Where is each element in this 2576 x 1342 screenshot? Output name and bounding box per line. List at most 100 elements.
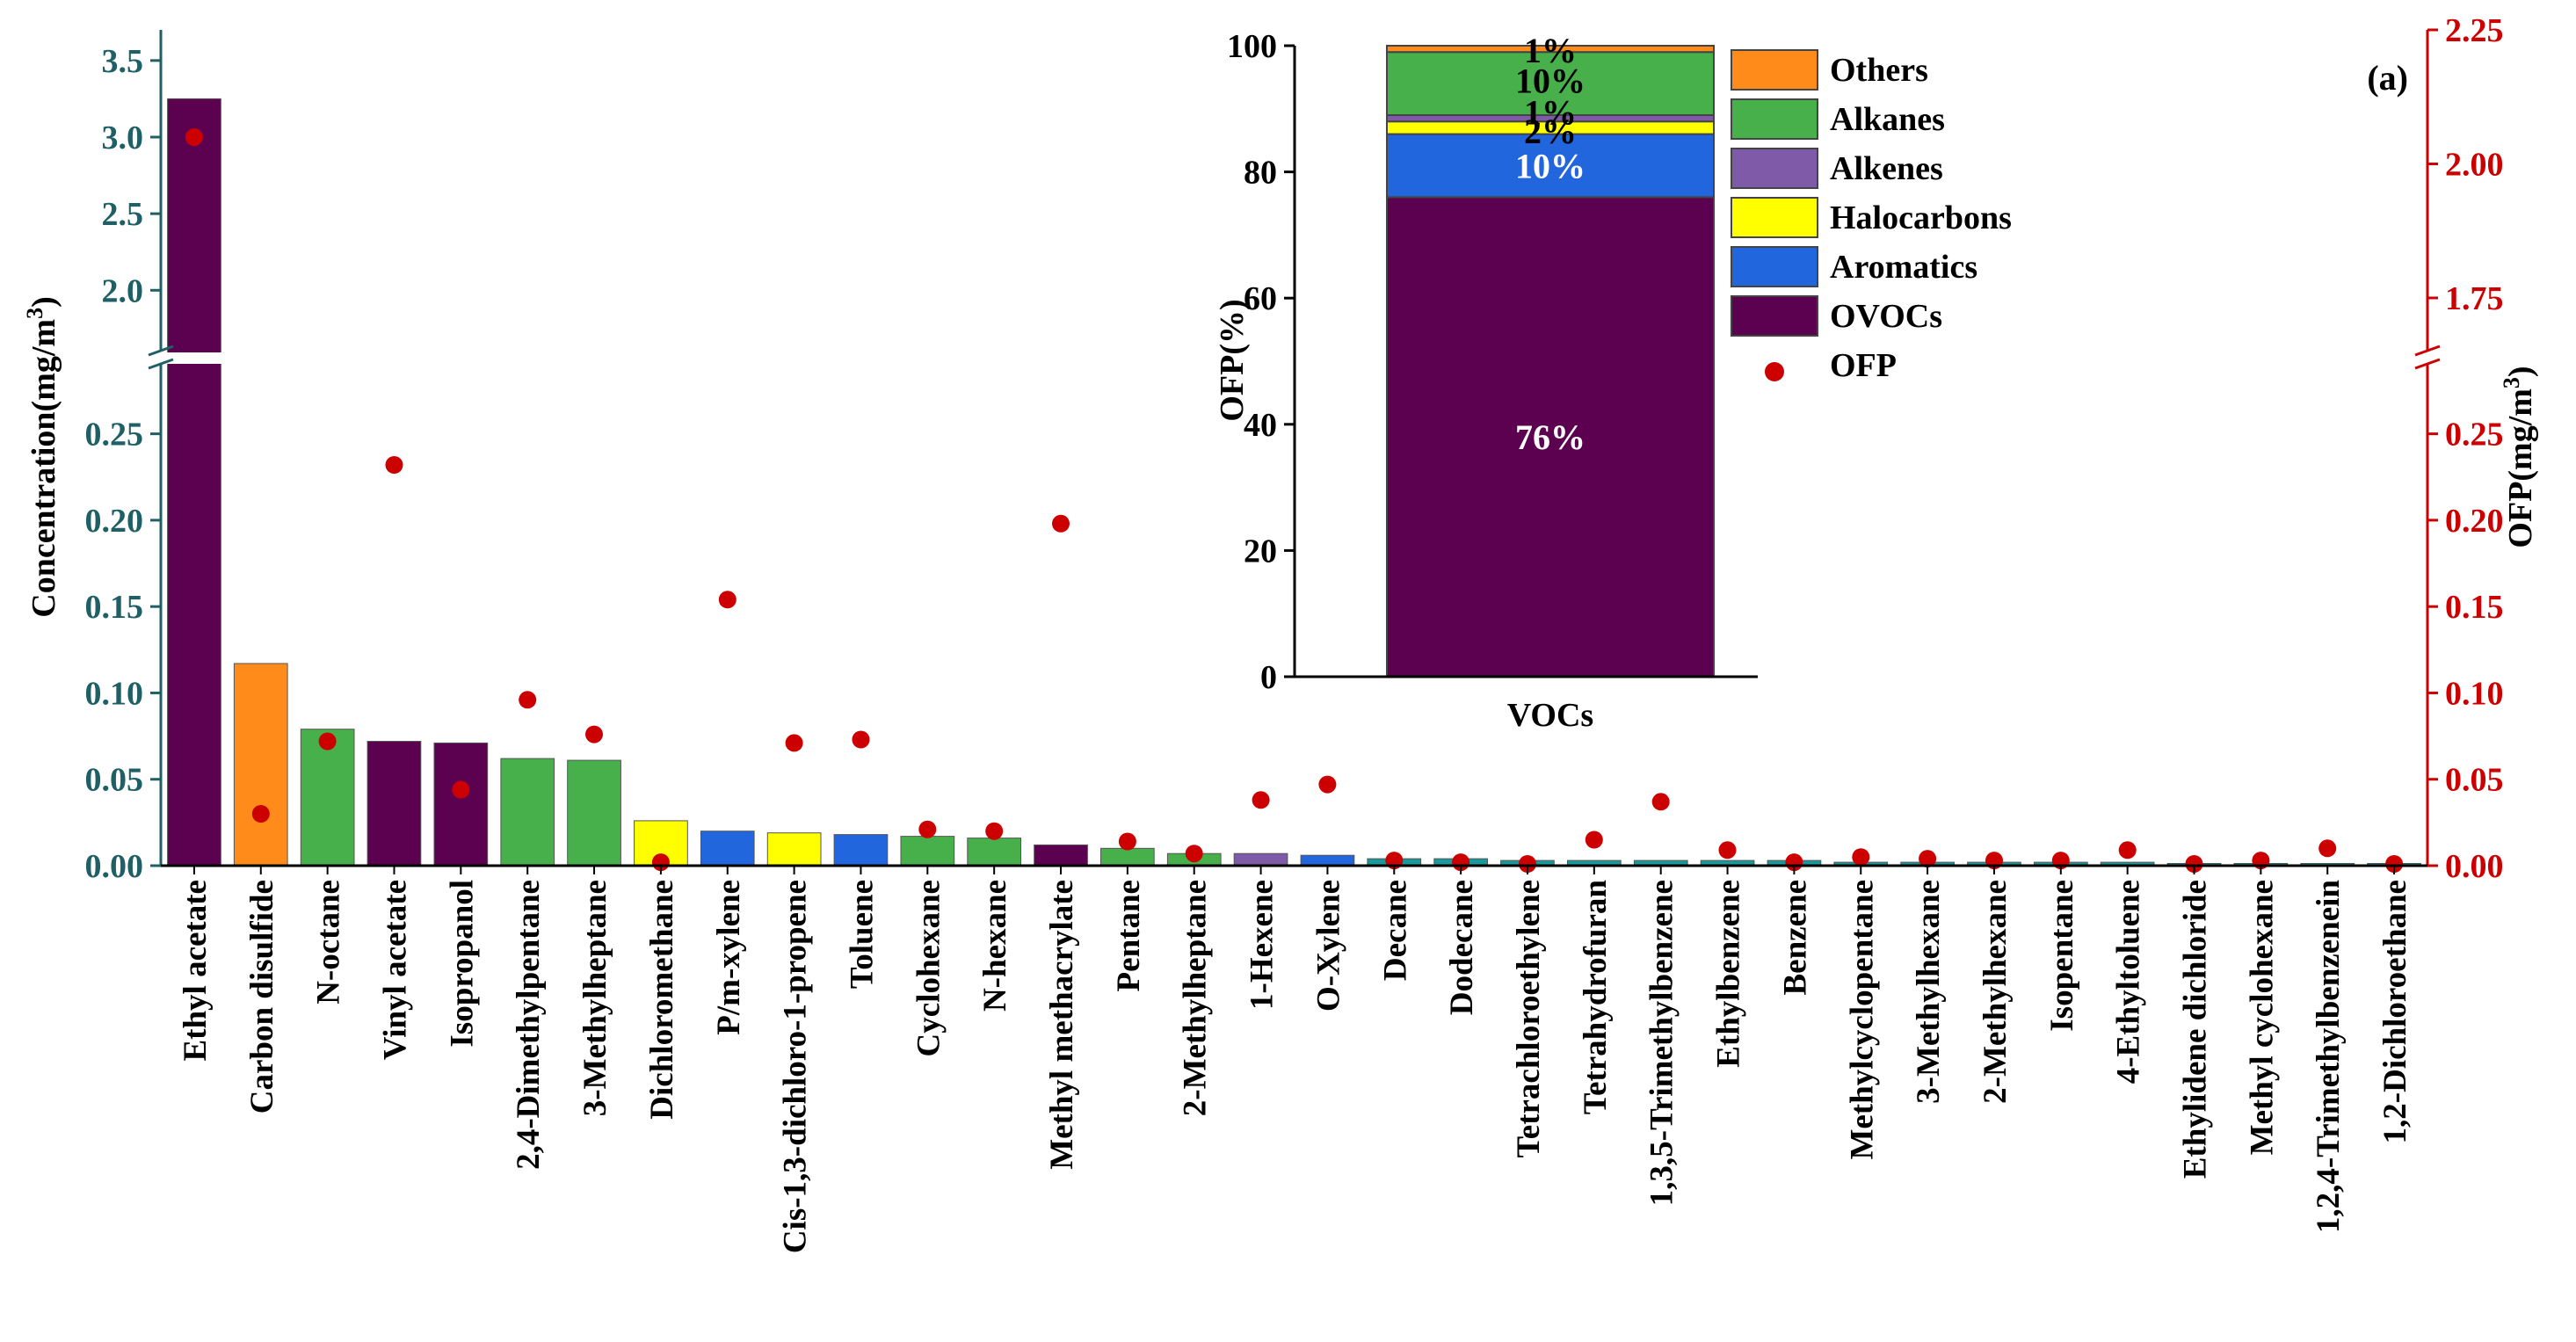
legend-swatch-halocarbons: [1731, 197, 1818, 238]
y2-tick-upper-2.25: 2.25: [2445, 12, 2504, 49]
ofp-dot-cis-1-3-dichloro-1-propene: [785, 734, 803, 752]
right-break-mark-2: [2414, 358, 2441, 370]
inset-segment-others: [1386, 45, 1715, 54]
y2-tick-0.15: 0.15: [2445, 589, 2504, 626]
inset-y-tick-100: 100: [1227, 28, 1277, 65]
inset-x-category: VOCs: [1507, 697, 1593, 734]
ofp-dot-cyclohexane: [918, 820, 937, 838]
inset-segment-aromatics: [1386, 133, 1715, 199]
bar-cyclohexane: [900, 836, 955, 867]
y2-axis-title-sup: 3: [2499, 377, 2524, 388]
bar-1-hexene: [1233, 852, 1288, 867]
y-axis-title-close: ): [25, 296, 62, 308]
bar-pentane: [1100, 847, 1155, 867]
ofp-dot-3-methylheptane: [585, 725, 603, 744]
x-tick-label: Cyclohexane: [911, 880, 947, 1056]
ofp-dot-1-3-5-trimethylbenzene: [1651, 793, 1670, 811]
bar-p-m-xylene: [700, 831, 755, 867]
y-tick-0.25: 0.25: [85, 417, 144, 453]
bar-toluene: [833, 834, 889, 867]
y2-axis-title-main: OFP(mg/m: [2502, 388, 2539, 548]
ofp-dot-tetrachloroethylene: [1519, 855, 1536, 873]
legend-label-alkanes: Alkanes: [1830, 101, 1945, 138]
x-tick-label: 1,3,5-Trimethylbenzene: [1644, 880, 1680, 1206]
bar-cis-1-3-dichloro-1-propene: [766, 832, 822, 867]
x-tick-label: 2,4-Dimethylpentane: [511, 880, 547, 1170]
x-tick-label: Isopropanol: [444, 880, 480, 1048]
y-tick-upper-2.5: 2.5: [102, 196, 144, 233]
ofp-dot-methyl-methacrylate: [1052, 514, 1070, 533]
x-tick-label: Ethylbenzene: [1711, 880, 1747, 1068]
x-tick-label: Carbon disulfide: [244, 880, 280, 1113]
x-tick-label: Cis-1,3-dichloro-1-propene: [778, 880, 814, 1253]
y-axis-title-main: Concentration(mg/m: [25, 319, 62, 618]
x-tick-label: Isopentane: [2044, 880, 2080, 1032]
bar-carbon-disulfide: [233, 663, 288, 867]
x-tick-label: O-Xylene: [1310, 880, 1346, 1012]
inset-label-aromatics: 10%: [1515, 146, 1586, 185]
inset-label-halocarbons: 2%: [1524, 112, 1577, 151]
inset-y-tick-40: 40: [1244, 407, 1277, 444]
y2-tick-upper-1.75: 1.75: [2445, 280, 2504, 317]
x-tick-label: Ethyl acetate: [178, 880, 214, 1062]
inset-y-tick-80: 80: [1244, 155, 1277, 192]
ofp-dot-tetrahydrofuran: [1585, 831, 1603, 849]
ofp-dot-n-hexane: [985, 822, 1004, 840]
x-tick-label: 3-Methylhexane: [1911, 880, 1947, 1104]
x-tick-label: 1-Hexene: [1244, 880, 1281, 1010]
x-tick-label: 1,2-Dichloroethane: [2377, 880, 2413, 1143]
inset-y-tick-20: 20: [1244, 533, 1277, 569]
y2-tick-0.25: 0.25: [2445, 417, 2504, 453]
ofp-dot-1-2-4-trimethylbenzenein: [2318, 839, 2337, 858]
ofp-dot-4-ethyltoluene: [2118, 841, 2137, 860]
bar-o-xylene: [1300, 854, 1355, 867]
y2-tick-upper-2.00: 2.00: [2445, 147, 2504, 184]
legend-swatch-alkanes: [1731, 98, 1818, 140]
left-break-mark-2: [148, 358, 174, 370]
inset-label-ovocs: 76%: [1515, 417, 1586, 457]
ofp-dot-ethylbenzene: [1718, 841, 1737, 860]
bar-n-hexane: [967, 838, 1022, 867]
ofp-dot-ethylidene-dichloride: [2185, 855, 2203, 873]
inset-segment-alkanes: [1386, 51, 1715, 117]
inset-y-axis-title: OFP(%): [1214, 299, 1251, 421]
inset-segment-ovocs: [1386, 196, 1715, 678]
ofp-dot-carbon-disulfide: [251, 805, 270, 823]
x-tick-label: P/m-xylene: [711, 880, 747, 1035]
inset-label-alkenes: 1%: [1524, 92, 1577, 132]
ofp-dot-o-xylene: [1318, 775, 1337, 794]
right-break-mark-1: [2414, 345, 2441, 357]
x-tick-label: Dichloromethane: [644, 880, 680, 1120]
ofp-dot-isopropanol: [452, 780, 470, 799]
x-tick-label: Dodecane: [1444, 880, 1480, 1015]
ofp-dot-ethyl-acetate: [185, 128, 203, 146]
legend-label-alkenes: Alkenes: [1830, 150, 1943, 187]
bar-isopropanol: [433, 742, 489, 867]
ofp-dot-3-methylhexane: [1919, 850, 1937, 868]
legend-swatch-alkenes: [1731, 148, 1818, 189]
x-tick-label: 4-Ethyltoluene: [2111, 880, 2147, 1084]
ofp-dot-1-2-dichloroethane: [2385, 855, 2404, 873]
legend-swatch-others: [1731, 49, 1818, 91]
y-tick-upper-3.5: 3.5: [102, 43, 144, 80]
y-tick-upper-2.0: 2.0: [102, 272, 144, 309]
left-break-mark-1: [148, 345, 174, 357]
x-tick-label: 2-Methylhexane: [1977, 880, 2014, 1104]
ofp-dot-toluene: [852, 730, 870, 749]
main-plot: 0.00 0.05 0.10 0.15 0.20 0.25 2.0 2.5 3.0 3.5 0.00…: [22, 12, 2539, 1253]
legend-label-halocarbons: Halocarbons: [1830, 199, 2012, 236]
y2-tick-0.00: 0.00: [2445, 848, 2504, 885]
x-tick-label: Methyl cyclohexane: [2244, 880, 2280, 1155]
legend-swatch-ofp: [1765, 362, 1784, 381]
x-tick-label: 2-Methylheptane: [1178, 880, 1214, 1116]
y-tick-0.15: 0.15: [85, 589, 144, 626]
x-tick-label: Methylcyclopentane: [1844, 880, 1880, 1160]
panel-label: (a): [2367, 58, 2408, 98]
ofp-dot-vinyl-acetate: [385, 456, 403, 474]
y-tick-0.00: 0.00: [85, 848, 144, 885]
ofp-dot-methylcyclopentane: [1852, 848, 1870, 867]
y2-tick-0.05: 0.05: [2445, 762, 2504, 799]
legend-swatch-ovocs: [1731, 295, 1818, 337]
